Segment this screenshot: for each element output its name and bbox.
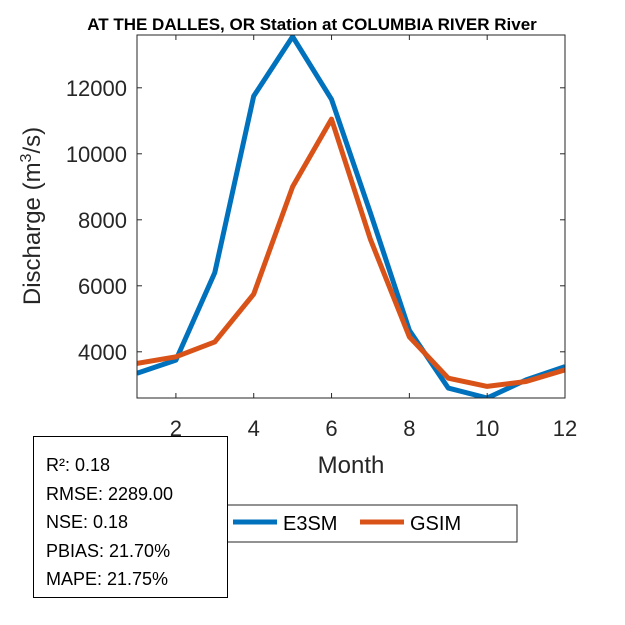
y-axis-label-tail: /s) xyxy=(19,127,46,154)
y-axis: 4000 6000 8000 10000 12000 xyxy=(66,76,565,365)
x-tick-label: 2 xyxy=(170,416,182,441)
chart-title: AT THE DALLES, OR Station at COLUMBIA RI… xyxy=(87,15,537,34)
x-axis-label: Month xyxy=(318,452,385,479)
y-axis-label-superscript: 3 xyxy=(18,153,35,162)
x-tick-label: 4 xyxy=(248,416,260,441)
metric-nse: NSE: 0.18 xyxy=(46,512,129,532)
legend: E3SM GSIM xyxy=(225,504,518,543)
series-line-gsim xyxy=(137,116,565,389)
metric-r2: R²: 0.18 xyxy=(46,455,111,475)
metric-pbias: PBIAS: 21.70% xyxy=(46,540,171,561)
y-tick-label: 4000 xyxy=(78,340,127,365)
x-tick-label: 8 xyxy=(403,416,415,441)
y-tick-label: 12000 xyxy=(66,76,127,101)
plot-area xyxy=(137,35,565,398)
series-layer xyxy=(137,35,565,398)
series-line-e3sm xyxy=(137,35,565,398)
plot-frame xyxy=(136,34,566,399)
y-axis-label-main: Discharge (m xyxy=(19,162,46,305)
x-axis: 2 4 6 8 10 12 xyxy=(170,35,577,441)
legend-label-e3sm: E3SM xyxy=(283,513,337,535)
y-tick-label: 6000 xyxy=(78,274,127,299)
y-tick-label: 8000 xyxy=(78,208,127,233)
y-tick-label: 10000 xyxy=(66,142,127,167)
y-axis-label: Discharge (m3/s) xyxy=(18,127,46,305)
x-tick-label: 6 xyxy=(325,416,337,441)
legend-label-gsim: GSIM xyxy=(410,513,461,535)
metric-mape: MAPE: 21.75% xyxy=(46,569,169,589)
x-tick-label: 10 xyxy=(475,416,499,441)
metrics-box: R²: 0.18 RMSE: 2289.00 NSE: 0.18 PBIAS: … xyxy=(33,436,228,598)
x-tick-label: 12 xyxy=(553,416,577,441)
legend-entries: E3SM GSIM xyxy=(233,513,461,535)
metric-rmse: RMSE: 2289.00 xyxy=(46,483,174,504)
